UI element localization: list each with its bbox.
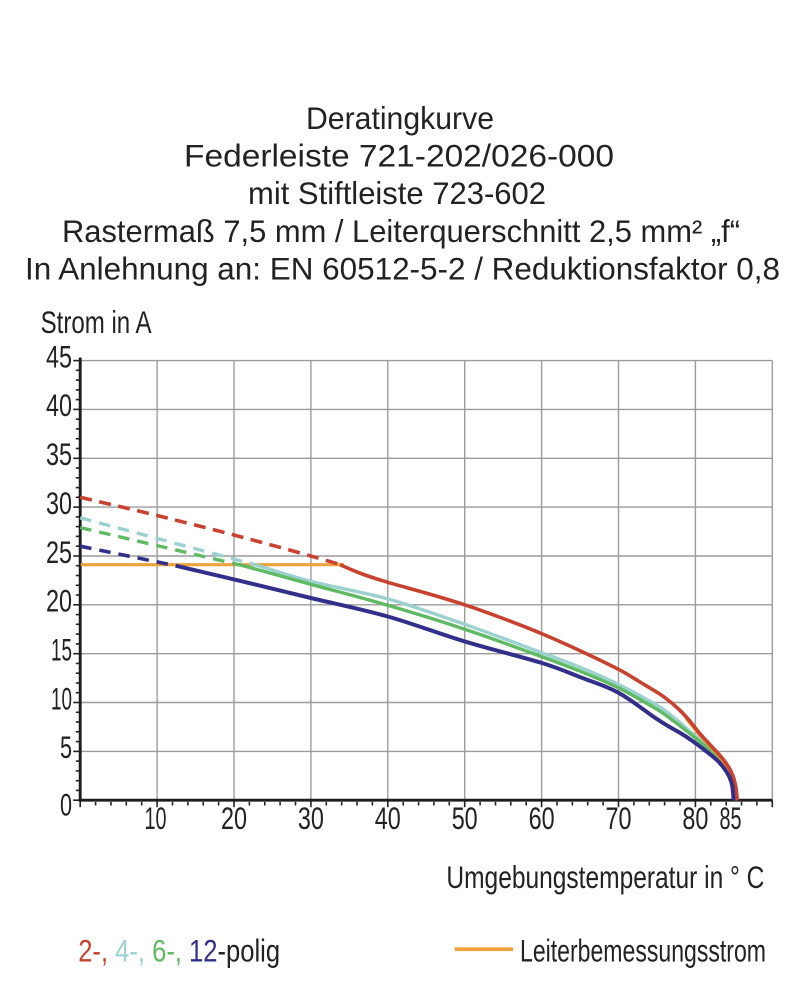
svg-text:20: 20 <box>46 583 72 619</box>
svg-text:30: 30 <box>46 485 72 521</box>
svg-text:10: 10 <box>145 800 167 836</box>
svg-text:60: 60 <box>529 800 555 836</box>
svg-text:0: 0 <box>60 787 72 823</box>
svg-text:Strom in A: Strom in A <box>41 304 152 340</box>
svg-text:40: 40 <box>375 800 401 836</box>
svg-text:35: 35 <box>46 436 72 472</box>
svg-text:15: 15 <box>51 632 72 668</box>
svg-text:5: 5 <box>60 729 72 765</box>
svg-text:25: 25 <box>46 534 72 570</box>
svg-text:70: 70 <box>606 800 632 836</box>
svg-text:50: 50 <box>452 800 478 836</box>
svg-text:40: 40 <box>46 387 72 423</box>
svg-text:80: 80 <box>682 800 708 836</box>
svg-text:Rastermaß 7,5 mm / Leiterquers: Rastermaß 7,5 mm / Leiterquerschnitt 2,5… <box>62 213 740 249</box>
svg-text:Deratingkurve: Deratingkurve <box>306 100 494 136</box>
svg-text:10: 10 <box>51 680 72 716</box>
svg-text:30: 30 <box>298 800 324 836</box>
svg-text:In Anlehnung an: EN 60512-5-2: In Anlehnung an: EN 60512-5-2 / Reduktio… <box>25 250 780 286</box>
svg-text:Federleiste 721-202/026-000: Federleiste 721-202/026-000 <box>184 138 614 174</box>
svg-text:Umgebungstemperatur in ° C: Umgebungstemperatur in ° C <box>446 859 764 895</box>
svg-text:mit Stiftleiste 723-602: mit Stiftleiste 723-602 <box>248 175 546 211</box>
svg-text:2-, 4-, 6-, 12-polig: 2-, 4-, 6-, 12-polig <box>78 934 280 969</box>
svg-text:20: 20 <box>221 800 247 836</box>
svg-text:45: 45 <box>46 338 72 374</box>
svg-text:85: 85 <box>720 800 742 836</box>
svg-text:Leiterbemessungsstrom: Leiterbemessungsstrom <box>520 933 766 969</box>
